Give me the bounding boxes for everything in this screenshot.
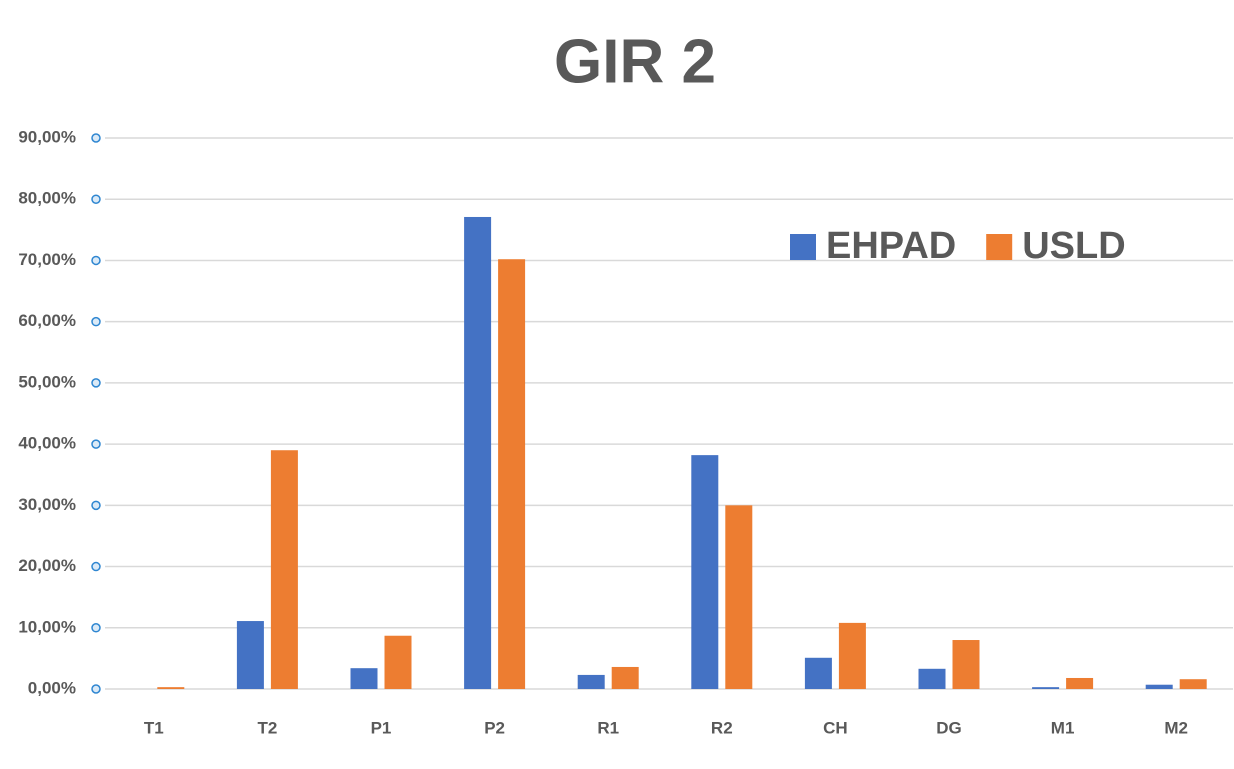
- bar: [498, 259, 526, 689]
- legend-swatch: [790, 234, 816, 260]
- tick-marker: [91, 194, 101, 204]
- tick-marker: [91, 684, 101, 694]
- bar: [464, 216, 492, 689]
- x-tick-label: M2: [1164, 718, 1188, 737]
- legend-label: USLD: [1022, 225, 1125, 267]
- x-tick-label: P2: [484, 718, 505, 737]
- bar: [918, 668, 946, 689]
- bar: [1032, 687, 1060, 689]
- tick-marker: [91, 378, 101, 388]
- tick-marker: [91, 623, 101, 633]
- y-tick-label: 40,00%: [18, 434, 76, 453]
- bar: [270, 450, 298, 689]
- chart-title: GIR 2: [554, 27, 716, 96]
- x-tick-label: T2: [257, 718, 277, 737]
- y-tick-label: 10,00%: [18, 617, 76, 636]
- x-tick-label: CH: [823, 718, 848, 737]
- bar: [952, 640, 980, 689]
- tick-marker: [91, 561, 101, 572]
- bar: [577, 674, 605, 689]
- tick-marker: [91, 316, 101, 327]
- bar: [691, 455, 719, 689]
- y-tick-label: 70,00%: [18, 250, 76, 269]
- x-tick-label: R1: [597, 718, 619, 737]
- x-tick-label: R2: [711, 718, 733, 737]
- bar: [611, 666, 639, 689]
- x-tick-label: DG: [936, 718, 962, 737]
- tick-marker: [91, 255, 101, 266]
- bar: [838, 622, 866, 689]
- y-tick-label: 50,00%: [18, 372, 76, 391]
- y-tick-label: 80,00%: [18, 189, 76, 208]
- tick-marker: [91, 133, 101, 143]
- bar: [350, 668, 378, 689]
- bar: [1179, 679, 1207, 689]
- x-tick-label: T1: [144, 718, 164, 737]
- tick-marker: [91, 500, 101, 511]
- bar: [725, 505, 753, 689]
- tick-marker: [91, 439, 101, 449]
- bar: [384, 635, 412, 689]
- bar: [1066, 677, 1094, 689]
- x-tick-label: P1: [371, 718, 392, 737]
- y-tick-label: 60,00%: [18, 311, 76, 330]
- y-tick-label: 0,00%: [28, 678, 76, 697]
- bar: [236, 621, 264, 689]
- y-tick-label: 20,00%: [18, 556, 76, 575]
- legend-swatch: [986, 234, 1013, 260]
- legend-label: EHPAD: [826, 225, 956, 267]
- bar: [157, 687, 185, 689]
- x-tick-label: M1: [1051, 718, 1075, 737]
- y-tick-label: 30,00%: [18, 495, 76, 514]
- bar: [1145, 684, 1173, 689]
- y-tick-label: 90,00%: [18, 127, 76, 146]
- bar: [804, 657, 832, 689]
